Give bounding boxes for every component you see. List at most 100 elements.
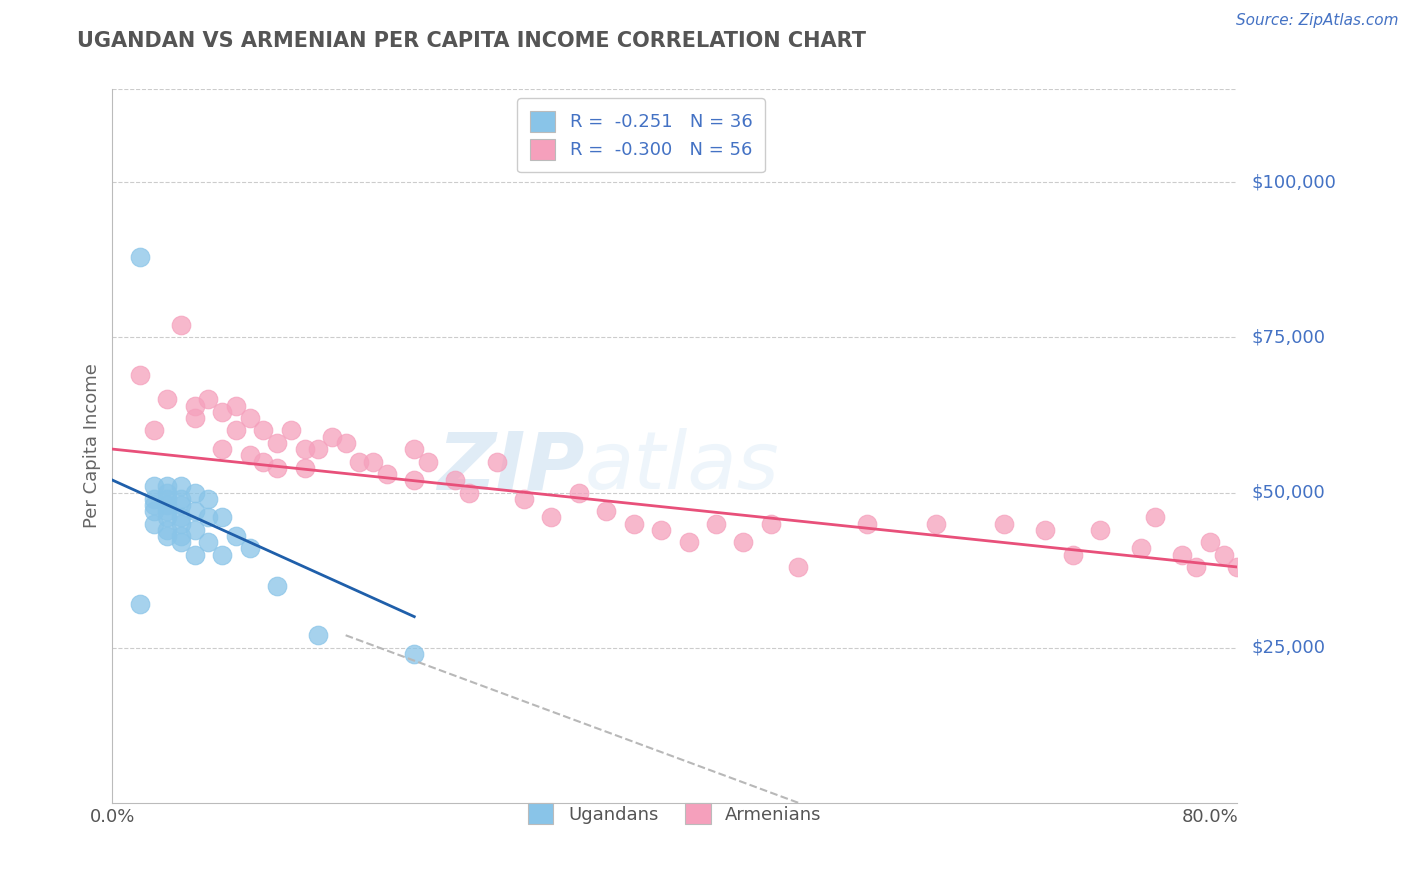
Point xyxy=(404,647,426,661)
Text: ZIP: ZIP xyxy=(437,428,585,507)
Point xyxy=(294,442,316,456)
Point xyxy=(266,579,288,593)
Point xyxy=(184,399,207,413)
Point xyxy=(650,523,672,537)
Point xyxy=(239,448,262,462)
Point xyxy=(239,541,262,556)
Point xyxy=(733,535,755,549)
Point xyxy=(211,405,233,419)
Point xyxy=(156,523,179,537)
Point xyxy=(361,454,384,468)
Point xyxy=(458,485,481,500)
Point xyxy=(156,510,179,524)
Point xyxy=(184,548,207,562)
Point xyxy=(225,529,247,543)
Point xyxy=(197,491,219,506)
Point xyxy=(787,560,810,574)
Legend: Ugandans, Armenians: Ugandans, Armenians xyxy=(516,790,834,837)
Point xyxy=(156,504,179,518)
Point xyxy=(416,454,439,468)
Point xyxy=(184,485,207,500)
Point xyxy=(142,491,165,506)
Point xyxy=(225,399,247,413)
Point xyxy=(307,628,329,642)
Text: UGANDAN VS ARMENIAN PER CAPITA INCOME CORRELATION CHART: UGANDAN VS ARMENIAN PER CAPITA INCOME CO… xyxy=(77,31,866,51)
Point xyxy=(170,318,193,332)
Point xyxy=(349,454,371,468)
Point xyxy=(170,529,193,543)
Point xyxy=(142,516,165,531)
Point xyxy=(375,467,398,481)
Point xyxy=(294,460,316,475)
Point xyxy=(759,516,782,531)
Point xyxy=(568,485,591,500)
Point xyxy=(225,424,247,438)
Point xyxy=(142,504,165,518)
Point xyxy=(211,442,233,456)
Point xyxy=(321,430,343,444)
Point xyxy=(1198,535,1220,549)
Point xyxy=(1088,523,1111,537)
Point xyxy=(211,510,233,524)
Point xyxy=(184,411,207,425)
Point xyxy=(129,250,152,264)
Point xyxy=(595,504,617,518)
Point xyxy=(156,498,179,512)
Point xyxy=(170,498,193,512)
Point xyxy=(170,535,193,549)
Point xyxy=(444,473,467,487)
Y-axis label: Per Capita Income: Per Capita Income xyxy=(83,364,101,528)
Point xyxy=(142,498,165,512)
Point xyxy=(129,597,152,611)
Point xyxy=(856,516,879,531)
Point xyxy=(156,479,179,493)
Point xyxy=(252,454,274,468)
Point xyxy=(170,510,193,524)
Point xyxy=(623,516,645,531)
Point xyxy=(993,516,1015,531)
Point xyxy=(1185,560,1208,574)
Text: atlas: atlas xyxy=(585,428,780,507)
Point xyxy=(156,392,179,407)
Text: $50,000: $50,000 xyxy=(1251,483,1324,501)
Point xyxy=(170,516,193,531)
Point xyxy=(924,516,946,531)
Point xyxy=(1130,541,1153,556)
Text: $25,000: $25,000 xyxy=(1251,639,1326,657)
Point xyxy=(266,460,288,475)
Point xyxy=(404,473,426,487)
Point xyxy=(485,454,508,468)
Text: $100,000: $100,000 xyxy=(1251,173,1336,191)
Point xyxy=(513,491,536,506)
Point xyxy=(252,424,274,438)
Point xyxy=(704,516,727,531)
Point xyxy=(1212,548,1234,562)
Point xyxy=(280,424,302,438)
Point xyxy=(129,368,152,382)
Point xyxy=(1062,548,1084,562)
Point xyxy=(540,510,562,524)
Point xyxy=(1143,510,1166,524)
Point xyxy=(156,491,179,506)
Point xyxy=(211,548,233,562)
Point xyxy=(142,424,165,438)
Point xyxy=(197,535,219,549)
Point xyxy=(1033,523,1056,537)
Point xyxy=(307,442,329,456)
Point xyxy=(184,504,207,518)
Point xyxy=(170,479,193,493)
Point xyxy=(197,392,219,407)
Point xyxy=(142,479,165,493)
Point xyxy=(156,529,179,543)
Point xyxy=(239,411,262,425)
Point xyxy=(197,510,219,524)
Point xyxy=(1171,548,1194,562)
Point xyxy=(335,436,357,450)
Point xyxy=(266,436,288,450)
Point xyxy=(678,535,700,549)
Point xyxy=(156,485,179,500)
Text: $75,000: $75,000 xyxy=(1251,328,1326,346)
Point xyxy=(170,491,193,506)
Text: Source: ZipAtlas.com: Source: ZipAtlas.com xyxy=(1236,13,1399,29)
Point xyxy=(184,523,207,537)
